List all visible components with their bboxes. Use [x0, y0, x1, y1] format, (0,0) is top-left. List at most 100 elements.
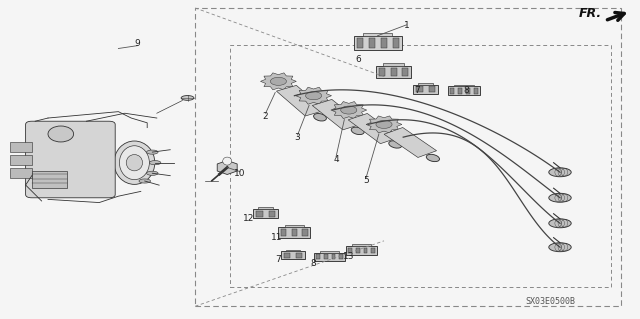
- Bar: [369, 38, 374, 48]
- Bar: [448, 86, 480, 95]
- Ellipse shape: [314, 114, 326, 121]
- Bar: [450, 88, 454, 94]
- Text: SX03E0500B: SX03E0500B: [525, 297, 575, 306]
- Bar: [259, 207, 273, 209]
- Text: 7: 7: [415, 86, 420, 95]
- Text: 4: 4: [333, 155, 339, 164]
- Text: FR.: FR.: [579, 7, 602, 20]
- Ellipse shape: [139, 179, 150, 183]
- FancyBboxPatch shape: [26, 121, 115, 198]
- Bar: [353, 244, 371, 246]
- Bar: [339, 254, 343, 259]
- Text: 8: 8: [463, 86, 468, 95]
- Bar: [269, 211, 275, 217]
- Bar: [10, 155, 32, 165]
- Bar: [356, 38, 363, 48]
- Bar: [356, 248, 360, 253]
- Ellipse shape: [181, 96, 194, 100]
- Ellipse shape: [548, 243, 572, 252]
- Text: 3: 3: [295, 133, 300, 142]
- Polygon shape: [348, 114, 399, 144]
- Ellipse shape: [548, 219, 572, 228]
- Polygon shape: [296, 87, 332, 104]
- Ellipse shape: [548, 193, 572, 202]
- Ellipse shape: [388, 141, 402, 148]
- Text: 12: 12: [243, 214, 254, 223]
- Ellipse shape: [126, 155, 143, 171]
- Text: 10: 10: [234, 169, 246, 178]
- Circle shape: [270, 77, 287, 85]
- Ellipse shape: [548, 168, 572, 177]
- Bar: [474, 88, 478, 94]
- Text: 8: 8: [311, 259, 316, 268]
- Bar: [10, 142, 32, 152]
- Bar: [314, 253, 345, 261]
- Bar: [257, 211, 262, 217]
- Bar: [321, 251, 339, 253]
- Bar: [466, 88, 470, 94]
- Bar: [303, 229, 308, 236]
- Bar: [230, 45, 611, 287]
- Circle shape: [305, 92, 322, 100]
- Circle shape: [340, 106, 357, 114]
- Bar: [364, 248, 367, 253]
- Bar: [413, 85, 438, 94]
- Polygon shape: [331, 101, 367, 119]
- Bar: [253, 209, 278, 218]
- Polygon shape: [217, 160, 237, 174]
- Polygon shape: [384, 128, 436, 158]
- Bar: [296, 253, 302, 258]
- Bar: [332, 254, 335, 259]
- Bar: [390, 68, 397, 76]
- Ellipse shape: [120, 146, 149, 180]
- Bar: [281, 229, 287, 236]
- Bar: [454, 85, 474, 86]
- Ellipse shape: [351, 127, 364, 135]
- Bar: [371, 248, 375, 253]
- Bar: [348, 248, 352, 253]
- Ellipse shape: [114, 141, 155, 184]
- Bar: [379, 68, 385, 76]
- Bar: [376, 66, 412, 78]
- Bar: [429, 86, 435, 93]
- Bar: [10, 168, 32, 178]
- Ellipse shape: [223, 157, 232, 165]
- Bar: [278, 227, 310, 239]
- Text: 7: 7: [276, 256, 281, 264]
- Ellipse shape: [426, 154, 440, 162]
- Text: 9: 9: [135, 39, 140, 48]
- Bar: [32, 171, 67, 188]
- Bar: [419, 83, 433, 85]
- Bar: [195, 8, 621, 306]
- Polygon shape: [366, 116, 402, 133]
- Text: 13: 13: [343, 252, 355, 261]
- Text: 1: 1: [404, 21, 409, 30]
- Text: 2: 2: [263, 112, 268, 121]
- Polygon shape: [276, 85, 325, 116]
- Text: 11: 11: [271, 233, 282, 242]
- Bar: [285, 225, 304, 227]
- Circle shape: [376, 120, 392, 129]
- Bar: [364, 33, 392, 36]
- Bar: [417, 86, 422, 93]
- Bar: [354, 36, 402, 50]
- Ellipse shape: [48, 126, 74, 142]
- Bar: [284, 253, 290, 258]
- Ellipse shape: [149, 161, 161, 165]
- Polygon shape: [312, 100, 362, 130]
- Ellipse shape: [147, 150, 158, 154]
- Bar: [292, 229, 297, 236]
- Bar: [316, 254, 320, 259]
- Bar: [324, 254, 328, 259]
- Bar: [381, 38, 387, 48]
- Ellipse shape: [147, 171, 158, 175]
- Bar: [383, 63, 404, 66]
- Bar: [403, 68, 408, 76]
- Bar: [346, 246, 377, 255]
- Bar: [392, 38, 399, 48]
- Bar: [458, 88, 462, 94]
- Text: 5: 5: [364, 176, 369, 185]
- Polygon shape: [260, 73, 296, 90]
- Bar: [286, 249, 300, 251]
- Bar: [281, 251, 305, 259]
